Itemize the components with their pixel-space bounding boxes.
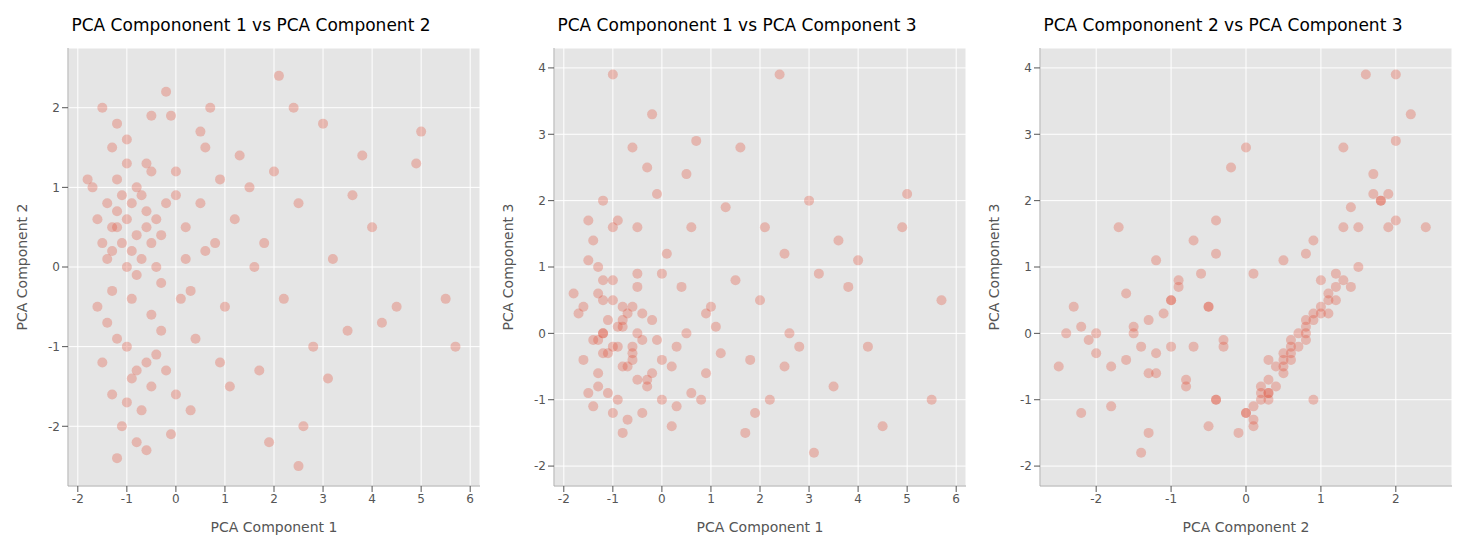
svg-text:3: 3 — [1024, 128, 1032, 142]
svg-text:-2: -2 — [48, 420, 60, 434]
html-text:PCA Compononent 2 vs PCA Compo: PCA Compononent 2 vs PCA Component 3 — [1043, 15, 1403, 35]
svg-text:2: 2 — [270, 492, 278, 506]
svg-text:0: 0 — [658, 492, 666, 506]
svg-text:-1: -1 — [1020, 393, 1032, 407]
svg-text:-1: -1 — [607, 492, 619, 506]
svg-text:-2: -2 — [1020, 459, 1032, 473]
svg-text:2: 2 — [1392, 492, 1400, 506]
svg-text:4: 4 — [538, 61, 546, 75]
svg-text:-2: -2 — [72, 492, 84, 506]
svg-text:1: 1 — [707, 492, 715, 506]
svg-text:PCA Component 2: PCA Component 2 — [14, 204, 30, 331]
svg-text:-1: -1 — [48, 340, 60, 354]
svg-text:PCA Component 1: PCA Component 1 — [211, 519, 338, 535]
svg-text:1: 1 — [1024, 260, 1032, 274]
svg-text:-1: -1 — [1165, 492, 1177, 506]
svg-text:6: 6 — [952, 492, 960, 506]
svg-text:1: 1 — [221, 492, 229, 506]
svg-text:0: 0 — [172, 492, 180, 506]
html-text:PCA Compononent 1 vs PCA Compo: PCA Compononent 1 vs PCA Component 3 — [557, 15, 917, 35]
svg-text:3: 3 — [319, 492, 327, 506]
svg-text:3: 3 — [538, 128, 546, 142]
svg-text:-2: -2 — [534, 459, 546, 473]
svg-text:-2: -2 — [558, 492, 570, 506]
svg-text:6: 6 — [466, 492, 474, 506]
svg-text:-1: -1 — [121, 492, 133, 506]
svg-text:0: 0 — [52, 260, 60, 274]
html-text:PCA Compononent 1 vs PCA Compo: PCA Compononent 1 vs PCA Component 2 — [71, 15, 431, 35]
svg-text:5: 5 — [417, 492, 425, 506]
svg-text:PCA Component 3: PCA Component 3 — [986, 204, 1002, 331]
svg-text:2: 2 — [538, 194, 546, 208]
svg-text:5: 5 — [903, 492, 911, 506]
svg-text:PCA Component 1: PCA Component 1 — [697, 519, 824, 535]
svg-text:1: 1 — [52, 181, 60, 195]
svg-text:1: 1 — [538, 260, 546, 274]
svg-text:0: 0 — [1242, 492, 1250, 506]
svg-text:4: 4 — [854, 492, 862, 506]
svg-text:PCA Component 2: PCA Component 2 — [1183, 519, 1310, 535]
svg-text:-2: -2 — [1090, 492, 1102, 506]
svg-text:2: 2 — [52, 101, 60, 115]
svg-text:0: 0 — [538, 327, 546, 341]
svg-text:PCA Component 3: PCA Component 3 — [500, 204, 516, 331]
svg-text:-1: -1 — [534, 393, 546, 407]
svg-text:4: 4 — [368, 492, 376, 506]
svg-text:2: 2 — [756, 492, 764, 506]
svg-text:4: 4 — [1024, 61, 1032, 75]
svg-text:3: 3 — [805, 492, 813, 506]
svg-text:1: 1 — [1317, 492, 1325, 506]
svg-text:0: 0 — [1024, 327, 1032, 341]
svg-text:2: 2 — [1024, 194, 1032, 208]
